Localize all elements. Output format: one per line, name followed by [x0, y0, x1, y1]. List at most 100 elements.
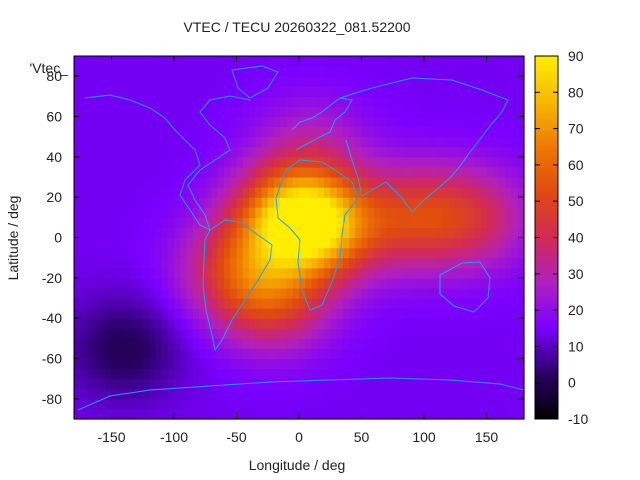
- heatmap-cell: [505, 378, 513, 390]
- heatmap-cell: [124, 267, 131, 279]
- heatmap-cell: [74, 227, 81, 239]
- heatmap-cell: [392, 338, 400, 350]
- heatmap-cell: [499, 257, 506, 269]
- heatmap-cell: [511, 257, 519, 269]
- heatmap-cell: [374, 257, 381, 269]
- heatmap-cell: [105, 76, 113, 87]
- heatmap-cell: [111, 187, 119, 198]
- heatmap-cell: [449, 398, 456, 410]
- heatmap-cell: [430, 408, 438, 420]
- heatmap-cell: [311, 398, 319, 410]
- heatmap-cell: [386, 197, 394, 208]
- heatmap-cell: [455, 257, 463, 269]
- x-tick-label: -100: [160, 429, 188, 445]
- heatmap-cell: [299, 166, 306, 178]
- heatmap-cell: [261, 398, 269, 410]
- heatmap-cell: [486, 267, 494, 279]
- heatmap-cell: [367, 388, 375, 400]
- heatmap-cell: [192, 308, 200, 319]
- colorbar-tick-label: 0: [568, 375, 576, 391]
- heatmap-cell: [511, 146, 519, 158]
- heatmap-cell: [374, 318, 381, 329]
- heatmap-cell: [217, 247, 225, 259]
- heatmap-cell: [192, 166, 200, 178]
- heatmap-cell: [311, 298, 319, 309]
- heatmap-cell: [386, 146, 394, 158]
- heatmap-cell: [374, 187, 381, 198]
- heatmap-cell: [480, 126, 488, 138]
- heatmap-cell: [130, 217, 138, 229]
- heatmap-cell: [217, 146, 225, 158]
- heatmap-cell: [324, 338, 331, 350]
- heatmap-cell: [342, 358, 350, 370]
- heatmap-cell: [142, 358, 150, 370]
- heatmap-cell: [292, 388, 300, 400]
- heatmap-cell: [386, 318, 394, 329]
- heatmap-cell: [274, 408, 281, 420]
- heatmap-cell: [261, 328, 269, 339]
- heatmap-cell: [161, 267, 169, 279]
- heatmap-cell: [517, 318, 525, 329]
- heatmap-cell: [205, 166, 213, 178]
- heatmap-cell: [392, 388, 400, 400]
- heatmap-cell: [199, 136, 206, 148]
- heatmap-cell: [286, 156, 294, 168]
- heatmap-cell: [399, 378, 406, 390]
- heatmap-cell: [130, 146, 138, 158]
- heatmap-cell: [436, 318, 444, 329]
- heatmap-cell: [499, 197, 506, 208]
- heatmap-cell: [492, 257, 500, 269]
- heatmap-cell: [99, 247, 106, 259]
- heatmap-cell: [149, 358, 156, 370]
- heatmap-cell: [492, 76, 500, 87]
- heatmap-cell: [467, 166, 475, 178]
- heatmap-cell: [392, 257, 400, 269]
- heatmap-cell: [261, 177, 269, 188]
- heatmap-cell: [499, 358, 506, 370]
- heatmap-cell: [511, 56, 519, 67]
- heatmap-cell: [405, 368, 413, 380]
- heatmap-cell: [249, 166, 256, 178]
- heatmap-cell: [486, 408, 494, 420]
- heatmap-cell: [505, 166, 513, 178]
- heatmap-cell: [130, 358, 138, 370]
- heatmap-cell: [155, 166, 163, 178]
- heatmap-cell: [292, 177, 300, 188]
- heatmap-cell: [467, 56, 475, 67]
- heatmap-cell: [130, 76, 138, 87]
- heatmap-cell: [274, 76, 281, 87]
- heatmap-cell: [286, 96, 294, 108]
- heatmap-cell: [467, 106, 475, 118]
- heatmap-cell: [80, 358, 88, 370]
- heatmap-cell: [311, 126, 319, 138]
- heatmap-cell: [149, 388, 156, 400]
- heatmap-cell: [142, 408, 150, 420]
- heatmap-cell: [155, 318, 163, 329]
- heatmap-cell: [167, 116, 175, 128]
- heatmap-cell: [74, 217, 81, 229]
- heatmap-cell: [374, 308, 381, 319]
- heatmap-cell: [367, 116, 375, 128]
- heatmap-cell: [436, 237, 444, 249]
- heatmap-cell: [199, 257, 206, 269]
- heatmap-cell: [342, 348, 350, 360]
- heatmap-cell: [261, 56, 269, 67]
- heatmap-cell: [399, 267, 406, 279]
- heatmap-cell: [399, 86, 406, 97]
- heatmap-cell: [280, 237, 288, 249]
- heatmap-cell: [124, 388, 131, 400]
- heatmap-cell: [92, 298, 100, 309]
- heatmap-cell: [467, 378, 475, 390]
- heatmap-cell: [280, 106, 288, 118]
- heatmap-cell: [80, 318, 88, 329]
- heatmap-cell: [392, 116, 400, 128]
- heatmap-cell: [211, 177, 219, 188]
- heatmap-cell: [111, 177, 119, 188]
- heatmap-cell: [367, 378, 375, 390]
- heatmap-cell: [80, 277, 88, 289]
- heatmap-cell: [367, 106, 375, 118]
- colorbar-tick-label: 70: [568, 121, 584, 137]
- heatmap-cell: [461, 237, 469, 249]
- heatmap-cell: [155, 227, 163, 239]
- heatmap-cell: [192, 156, 200, 168]
